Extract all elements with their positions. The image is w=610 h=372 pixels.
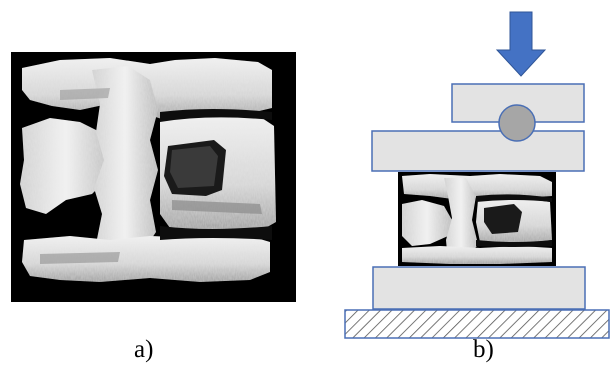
panel-b-test-setup	[344, 11, 610, 339]
vertebra-pedicle-column	[92, 66, 158, 262]
panel-a-ct-scan	[11, 52, 296, 302]
upper-platen	[371, 130, 585, 172]
vertebral-cavity-rim	[170, 146, 218, 188]
panel-a-caption: a)	[134, 336, 154, 363]
load-arrow	[495, 11, 547, 77]
vertebra-segment-render	[20, 58, 276, 282]
vertebra-posterior-element	[20, 118, 112, 214]
bone-shadow-3	[60, 88, 110, 100]
ball-joint	[498, 104, 536, 142]
specimen-vertebra	[398, 172, 556, 266]
panel-b-caption: b)	[473, 336, 494, 363]
bone-shadow-2	[40, 252, 120, 264]
vertebra-lower-body	[22, 236, 270, 282]
disc-gap-lower	[160, 226, 272, 240]
fixed-base-ground	[344, 309, 610, 339]
disc-gap-upper	[160, 109, 272, 122]
lower-platen	[372, 266, 586, 310]
bone-shadow-1	[172, 200, 262, 214]
